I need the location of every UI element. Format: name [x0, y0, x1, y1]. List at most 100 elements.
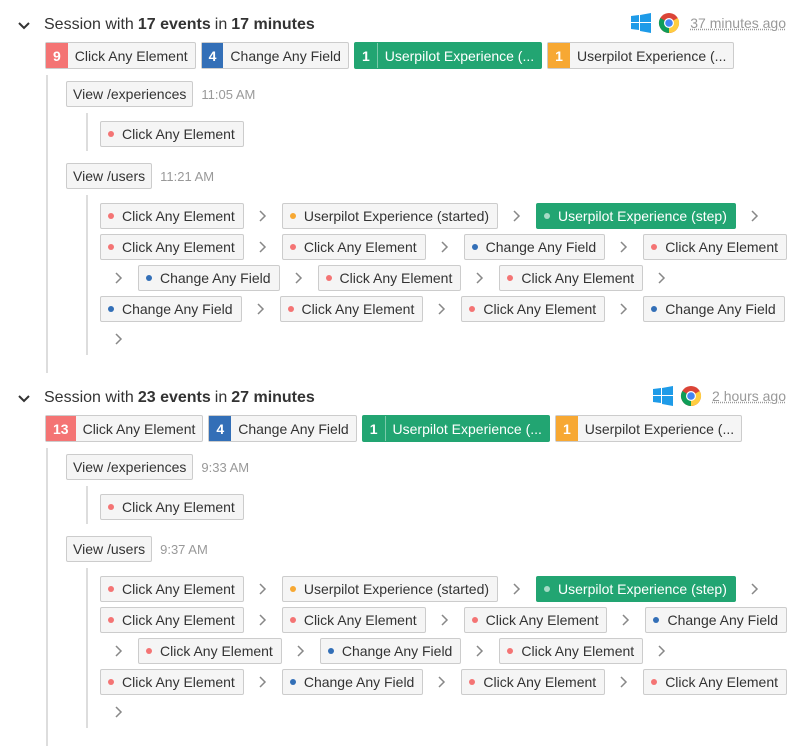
event-chip[interactable]: Userpilot Experience (started) [281, 576, 499, 602]
event-dot [108, 504, 114, 510]
event-chip[interactable]: Click Any Element [100, 576, 244, 602]
event-label: Change Any Field [122, 301, 233, 317]
session-meta: 2 hours ago [652, 385, 786, 407]
event-label: Click Any Element [122, 581, 235, 597]
event-summary: 9 Click Any Element 4 Change Any Field 1 User… [45, 42, 800, 69]
arrow [244, 608, 282, 632]
event-label: Click Any Element [74, 47, 188, 64]
page-time: 11:05 AM [201, 87, 256, 102]
page-button[interactable]: View /users [66, 163, 153, 189]
event-chip[interactable]: Click Any Element [499, 638, 644, 664]
event-chip[interactable]: Click Any Element [138, 638, 282, 664]
arrow [100, 700, 138, 724]
event-dot [287, 306, 294, 312]
event-count: 4 [201, 43, 224, 68]
event-label: Change Any Field [341, 643, 453, 659]
event-chip[interactable]: Click Any Element [643, 669, 788, 695]
os-icon [652, 385, 674, 407]
event-chip[interactable]: Change Any Field [138, 265, 280, 291]
arrow [244, 204, 282, 228]
event-chip[interactable]: Click Any Element [317, 265, 462, 291]
summary-chip[interactable]: 9 Click Any Element [45, 42, 196, 69]
event-dot [471, 244, 478, 250]
time-ago: 37 minutes ago [690, 15, 786, 31]
session-events: 23 events [137, 389, 211, 406]
summary-chip[interactable]: 1 Userpilot Experience (... [353, 42, 543, 69]
event-label: Change Any Field [665, 301, 776, 317]
page-time: 9:37 AM [160, 542, 208, 557]
event-flow: Click Any Element [86, 113, 800, 151]
event-dot [108, 586, 114, 592]
arrow [498, 204, 536, 228]
event-chip[interactable]: Click Any Element [281, 607, 426, 633]
event-chip[interactable]: Click Any Element [461, 669, 606, 695]
event-label: Click Any Element [160, 643, 273, 659]
arrow [100, 266, 138, 290]
event-chip[interactable]: Click Any Element [100, 121, 244, 147]
event-chip[interactable]: Userpilot Experience (started) [281, 203, 499, 229]
event-dot [146, 648, 152, 654]
page-tree: View /experiences 11:05 AM Click Any Eleme… [46, 75, 800, 373]
event-chip[interactable]: Click Any Element [281, 234, 426, 260]
summary-chip[interactable]: 1 Userpilot Experience (... [554, 415, 743, 442]
event-count: 1 [362, 416, 386, 441]
event-label: Userpilot Experience (... [392, 420, 542, 437]
summary-chip[interactable]: 4 Change Any Field [208, 415, 357, 442]
event-label: Userpilot Experience (started) [303, 208, 490, 224]
event-chip[interactable]: Click Any Element [100, 234, 244, 260]
event-label: Click Any Element [301, 301, 415, 317]
arrow [498, 577, 536, 601]
collapse-toggle[interactable] [0, 390, 44, 406]
event-chip[interactable]: Change Any Field [319, 638, 462, 664]
event-chip[interactable]: Click Any Element [279, 296, 424, 322]
event-chip[interactable]: Change Any Field [463, 234, 606, 260]
event-label: Userpilot Experience (step) [558, 581, 727, 597]
summary-chip[interactable]: 1 Userpilot Experience (... [547, 42, 735, 69]
event-chip[interactable]: Click Any Element [100, 494, 244, 520]
event-dot [507, 275, 514, 281]
event-label: Click Any Element [82, 420, 196, 437]
event-dot [471, 617, 478, 623]
event-chip[interactable]: Click Any Element [100, 607, 244, 633]
event-chip[interactable]: Click Any Element [100, 669, 244, 695]
event-chip[interactable]: Click Any Element [463, 607, 608, 633]
event-chip[interactable]: Click Any Element [100, 203, 244, 229]
event-label: Click Any Element [521, 643, 635, 659]
event-label: Click Any Element [303, 612, 417, 628]
event-label: Change Any Field [230, 47, 341, 64]
event-chip[interactable]: Change Any Field [645, 607, 788, 633]
summary-chip[interactable]: 1 Userpilot Experience (... [361, 415, 550, 442]
event-chip[interactable]: Click Any Element [461, 296, 606, 322]
event-label: Click Any Element [122, 499, 235, 515]
event-chip[interactable]: Userpilot Experience (step) [536, 576, 736, 602]
session-header: Session with 23 events in 27 minutes [0, 383, 800, 413]
event-count: 4 [209, 416, 232, 441]
summary-chip[interactable]: 13 Click Any Element [45, 415, 204, 442]
summary-chip[interactable]: 4 Change Any Field [200, 42, 349, 69]
event-count: 9 [46, 43, 68, 68]
event-chip[interactable]: Click Any Element [643, 234, 788, 260]
arrow [100, 639, 138, 663]
event-summary: 13 Click Any Element 4 Change Any Field 1 Use… [45, 415, 800, 442]
event-label: Userpilot Experience (started) [303, 581, 490, 597]
page-button[interactable]: View /users [66, 536, 153, 562]
event-chip[interactable]: Change Any Field [281, 669, 424, 695]
event-label: Click Any Element [521, 270, 635, 286]
time-ago: 2 hours ago [712, 388, 786, 404]
browser-icon [658, 12, 680, 34]
event-chip[interactable]: Change Any Field [643, 296, 785, 322]
event-chip[interactable]: Click Any Element [499, 265, 644, 291]
session-duration: 17 minutes [231, 16, 315, 33]
session-title-prefix: Session with [44, 389, 134, 406]
collapse-toggle[interactable] [0, 17, 44, 33]
arrow [461, 266, 499, 290]
arrow [461, 639, 499, 663]
page-button[interactable]: View /experiences [66, 454, 194, 480]
event-dot [108, 617, 114, 623]
event-chip[interactable]: Userpilot Experience (step) [536, 203, 736, 229]
event-label: Change Any Field [303, 674, 415, 690]
event-chip[interactable]: Change Any Field [100, 296, 242, 322]
arrow [282, 639, 320, 663]
page-button[interactable]: View /experiences [66, 81, 194, 107]
